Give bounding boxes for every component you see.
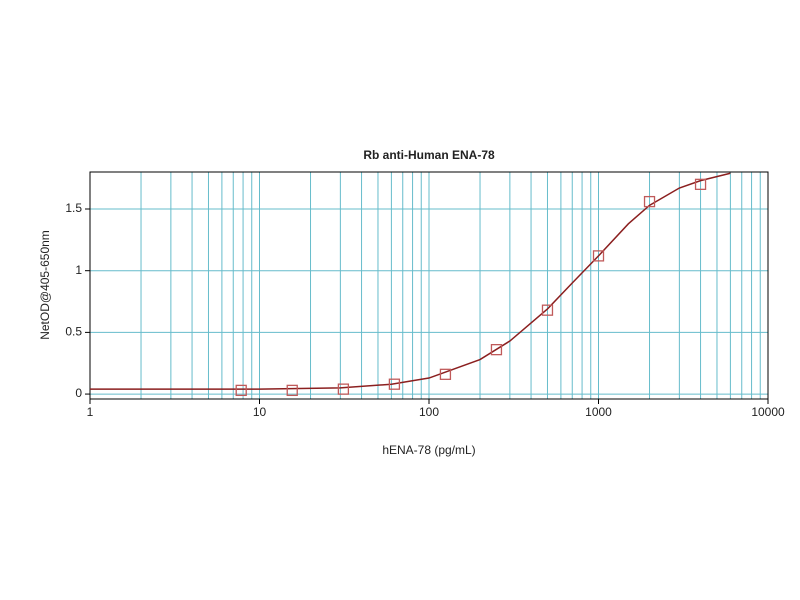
plot-frame bbox=[89, 171, 769, 400]
x-tick-label: 1000 bbox=[585, 405, 612, 419]
data-point bbox=[643, 195, 656, 208]
data-point bbox=[388, 378, 401, 390]
data-point bbox=[541, 304, 554, 316]
data-point bbox=[592, 250, 605, 262]
fit-curve bbox=[90, 172, 731, 390]
y-axis-label: NetOD@405-650nm bbox=[38, 230, 52, 340]
x-tick-label: 10000 bbox=[751, 405, 785, 419]
chart-title: Rb anti-Human ENA-78 bbox=[363, 148, 495, 162]
data-point bbox=[694, 178, 707, 190]
data-point bbox=[439, 368, 452, 380]
x-axis-label: hENA-78 (pg/mL) bbox=[382, 443, 475, 457]
y-tick-label: 1.5 bbox=[65, 201, 82, 215]
data-point bbox=[286, 384, 298, 397]
y-tick-label: 0.5 bbox=[65, 325, 82, 339]
y-tick-label: 1 bbox=[75, 263, 82, 277]
x-tick-label: 10 bbox=[253, 405, 267, 419]
data-point bbox=[490, 344, 503, 356]
data-point bbox=[337, 383, 350, 395]
x-tick-label: 100 bbox=[419, 405, 439, 419]
data-point bbox=[235, 384, 247, 397]
x-tick-label: 1 bbox=[87, 405, 94, 419]
y-tick-label: 0 bbox=[75, 386, 82, 400]
